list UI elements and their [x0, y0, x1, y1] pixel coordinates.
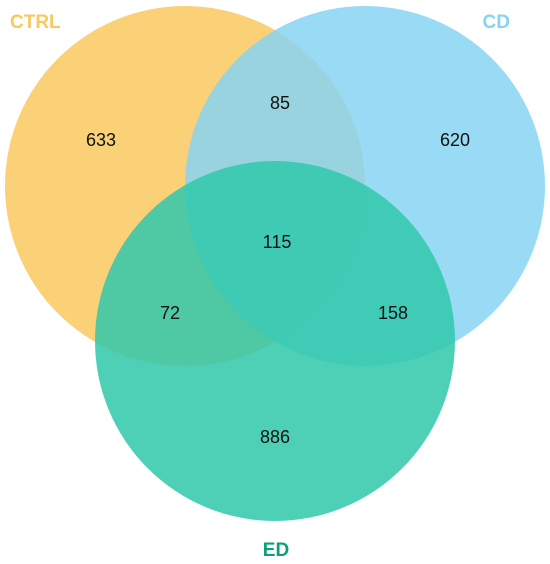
cd-ed-count: 158 — [378, 303, 408, 323]
ed-set-label: ED — [263, 540, 289, 561]
ctrl-cd-count: 85 — [270, 93, 290, 113]
ctrl-only-count: 633 — [86, 130, 116, 150]
ctrl-ed-count: 72 — [160, 303, 180, 323]
ed-circle — [95, 161, 455, 521]
cd-only-count: 620 — [440, 130, 470, 150]
ctrl-set-label: CTRL — [10, 12, 61, 33]
ctrl-cd-ed-count: 115 — [263, 232, 292, 252]
cd-set-label: CD — [483, 12, 510, 33]
ed-only-count: 886 — [260, 427, 290, 447]
